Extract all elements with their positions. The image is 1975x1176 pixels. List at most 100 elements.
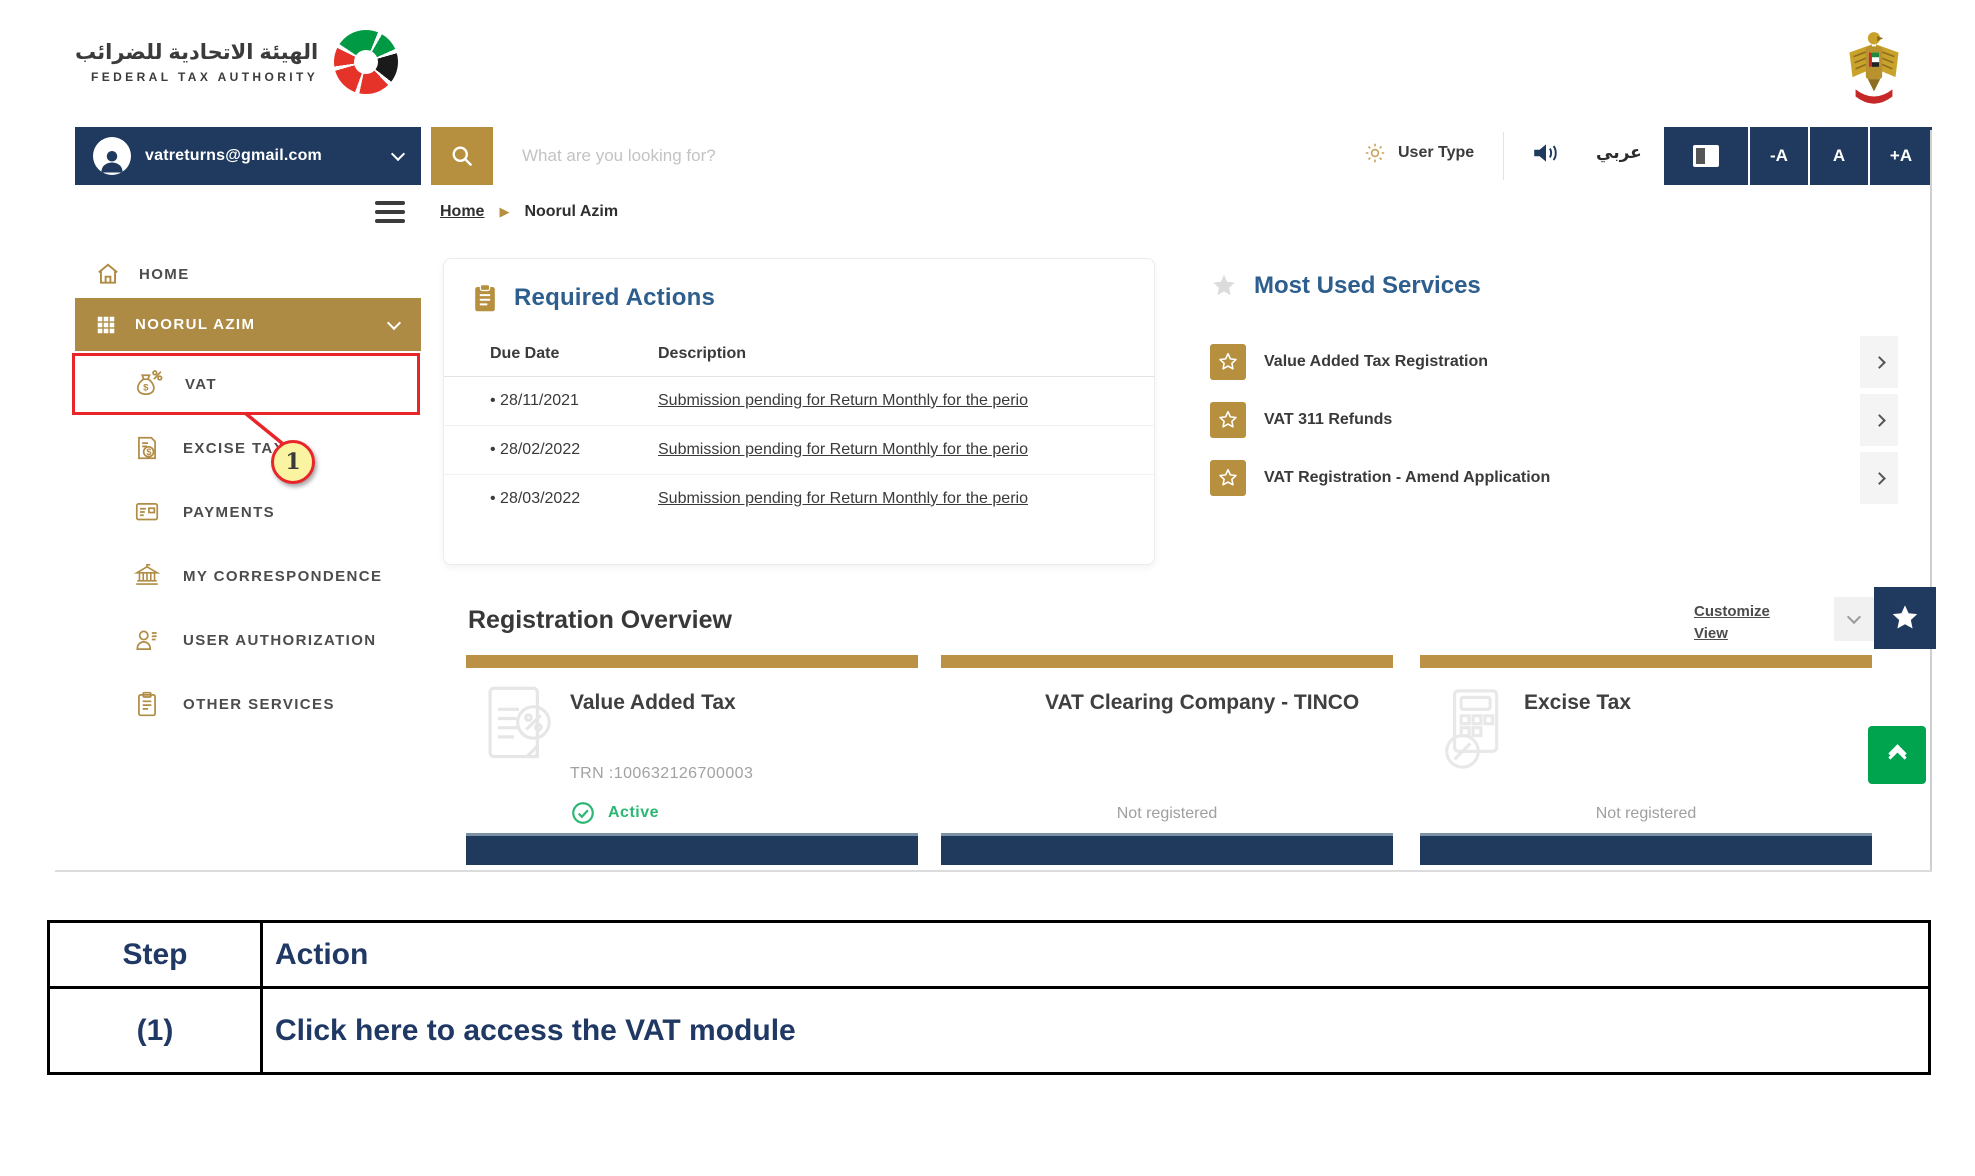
annotation-highlight-box bbox=[72, 353, 420, 415]
font-default-button[interactable]: A bbox=[1810, 127, 1868, 185]
uae-national-emblem-icon bbox=[1843, 28, 1905, 121]
payments-icon bbox=[133, 498, 161, 526]
account-menu[interactable]: vatreturns@gmail.com bbox=[75, 127, 421, 185]
customize-view-link[interactable]: Customize View bbox=[1694, 603, 1770, 642]
trn-number: TRN :100632126700003 bbox=[570, 765, 754, 782]
service-chevron-right-button[interactable] bbox=[1860, 336, 1898, 388]
card-top-bar bbox=[1420, 655, 1872, 668]
action-column-header: Action bbox=[260, 920, 1931, 989]
step-number-cell: (1) bbox=[47, 986, 263, 1075]
breadcrumb-arrow-icon: ▶ bbox=[499, 204, 510, 219]
language-toggle-arabic[interactable]: عربي bbox=[1596, 143, 1642, 162]
star-icon bbox=[1210, 272, 1238, 300]
star-badge-icon bbox=[1210, 344, 1246, 380]
svg-text:$: $ bbox=[146, 447, 153, 457]
contrast-toggle-button[interactable] bbox=[1664, 127, 1748, 185]
submission-pending-link[interactable]: Submission pending for Return Monthly fo… bbox=[658, 441, 1028, 458]
required-action-row: 28/03/2022 Submission pending for Return… bbox=[444, 475, 1154, 523]
user-type-button[interactable]: User Type bbox=[1363, 141, 1474, 165]
steps-table: Step Action (1) Click here to access the… bbox=[47, 920, 1931, 1075]
user-avatar-icon bbox=[93, 137, 131, 175]
breadcrumb-home-link[interactable]: Home bbox=[440, 203, 485, 220]
correspondence-icon bbox=[133, 562, 161, 590]
page-right-border bbox=[1930, 130, 1932, 872]
sidebar-item-label: USER AUTHORIZATION bbox=[183, 631, 377, 649]
submission-pending-link[interactable]: Submission pending for Return Monthly fo… bbox=[658, 392, 1028, 409]
card-title: Value Added Tax bbox=[570, 691, 736, 714]
sidebar-home-label: HOME bbox=[139, 265, 190, 283]
due-date: 28/03/2022 bbox=[490, 490, 658, 508]
required-action-row: 28/02/2022 Submission pending for Return… bbox=[444, 426, 1154, 475]
breadcrumb-current: Noorul Azim bbox=[524, 203, 619, 220]
registration-overview-title: Registration Overview bbox=[468, 606, 732, 634]
account-email: vatreturns@gmail.com bbox=[145, 147, 322, 164]
steps-table-header-row: Step Action bbox=[47, 920, 1931, 989]
sidebar-item-payments[interactable]: PAYMENTS bbox=[75, 483, 421, 541]
sidebar-item-excise-tax[interactable]: $ EXCISE TAX bbox=[75, 419, 421, 477]
description-column-header: Description bbox=[658, 345, 747, 362]
favorites-star-button[interactable] bbox=[1874, 587, 1936, 649]
most-used-services-title: Most Used Services bbox=[1254, 272, 1481, 299]
fta-arabic-name: الهيئة الاتحادية للضرائب bbox=[75, 41, 319, 64]
sidebar-item-user-authorization[interactable]: USER AUTHORIZATION bbox=[75, 611, 421, 669]
service-item-vat-311-refunds[interactable]: VAT 311 Refunds bbox=[1210, 394, 1902, 446]
font-smaller-button[interactable]: -A bbox=[1750, 127, 1808, 185]
required-action-row: 28/11/2021 Submission pending for Return… bbox=[444, 377, 1154, 426]
search-input[interactable] bbox=[520, 138, 1080, 174]
step-column-header: Step bbox=[47, 920, 263, 989]
scroll-to-top-button[interactable] bbox=[1868, 726, 1926, 784]
user-authorization-icon bbox=[133, 626, 161, 654]
service-chevron-right-button[interactable] bbox=[1860, 394, 1898, 446]
submission-pending-link[interactable]: Submission pending for Return Monthly fo… bbox=[658, 490, 1028, 507]
sidebar-item-label: PAYMENTS bbox=[183, 503, 276, 521]
excise-tax-icon: $ bbox=[133, 434, 161, 462]
sidebar-item-label: VAT bbox=[185, 375, 217, 393]
vat-icon: $ bbox=[133, 369, 163, 399]
font-larger-button[interactable]: +A bbox=[1870, 127, 1932, 185]
sidebar-group-noorul-azim[interactable]: NOORUL AZIM bbox=[75, 298, 421, 351]
card-top-bar bbox=[466, 655, 918, 668]
search-button[interactable] bbox=[431, 127, 493, 185]
step-action-cell: Click here to access the VAT module bbox=[260, 986, 1931, 1075]
search-icon bbox=[448, 142, 476, 170]
card-bottom-bar bbox=[941, 833, 1393, 865]
vat-document-icon bbox=[478, 683, 560, 775]
annotation-step-marker: 1 bbox=[271, 440, 315, 484]
star-badge-icon bbox=[1210, 402, 1246, 438]
card-bottom-bar bbox=[466, 833, 918, 865]
card-title: VAT Clearing Company - TINCO bbox=[1045, 691, 1360, 714]
registration-card-excise-tax[interactable]: Excise Tax Not registered bbox=[1420, 655, 1872, 865]
text-to-speech-button[interactable] bbox=[1525, 139, 1567, 167]
breadcrumb: Home ▶ Noorul Azim bbox=[440, 203, 618, 221]
sidebar-item-other-services[interactable]: OTHER SERVICES bbox=[75, 675, 421, 733]
clipboard-icon bbox=[470, 283, 500, 313]
sidebar-item-my-correspondence[interactable]: MY CORRESPONDENCE bbox=[75, 547, 421, 605]
steps-table-row: (1) Click here to access the VAT module bbox=[47, 986, 1931, 1075]
sidebar-item-home[interactable]: HOME bbox=[75, 252, 421, 296]
fta-logo: الهيئة الاتحادية للضرائب FEDERAL TAX AUT… bbox=[75, 30, 399, 94]
star-icon bbox=[1889, 602, 1921, 634]
sidebar-item-vat[interactable]: $ VAT bbox=[75, 355, 421, 413]
service-item-vat-amend-application[interactable]: VAT Registration - Amend Application bbox=[1210, 452, 1902, 504]
due-date-column-header: Due Date bbox=[490, 345, 560, 362]
calculator-icon bbox=[1432, 683, 1514, 775]
check-circle-icon bbox=[570, 800, 596, 826]
sidebar-item-label: OTHER SERVICES bbox=[183, 695, 335, 713]
registration-card-value-added-tax[interactable]: Value Added Tax TRN :100632126700003 Act… bbox=[466, 655, 918, 865]
menu-hamburger-icon[interactable] bbox=[375, 201, 405, 223]
account-chevron-down-icon bbox=[390, 146, 406, 162]
required-actions-panel: Required Actions Due Date Description 28… bbox=[443, 258, 1155, 565]
overview-chevron-down-button[interactable] bbox=[1834, 597, 1874, 641]
star-badge-icon bbox=[1210, 460, 1246, 496]
card-top-bar bbox=[941, 655, 1393, 668]
home-icon bbox=[95, 261, 121, 287]
sidebar-item-label: MY CORRESPONDENCE bbox=[183, 567, 383, 585]
registration-card-vat-clearing-company[interactable]: VAT Clearing Company - TINCO Not registe… bbox=[941, 655, 1393, 865]
status-badge: Active bbox=[608, 804, 660, 821]
most-used-services-header: Most Used Services bbox=[1210, 272, 1481, 300]
service-label: VAT 311 Refunds bbox=[1264, 411, 1393, 428]
required-actions-title: Required Actions bbox=[514, 284, 716, 311]
service-item-vat-registration[interactable]: Value Added Tax Registration bbox=[1210, 336, 1902, 388]
service-chevron-right-button[interactable] bbox=[1860, 452, 1898, 504]
svg-text:$: $ bbox=[143, 383, 150, 394]
